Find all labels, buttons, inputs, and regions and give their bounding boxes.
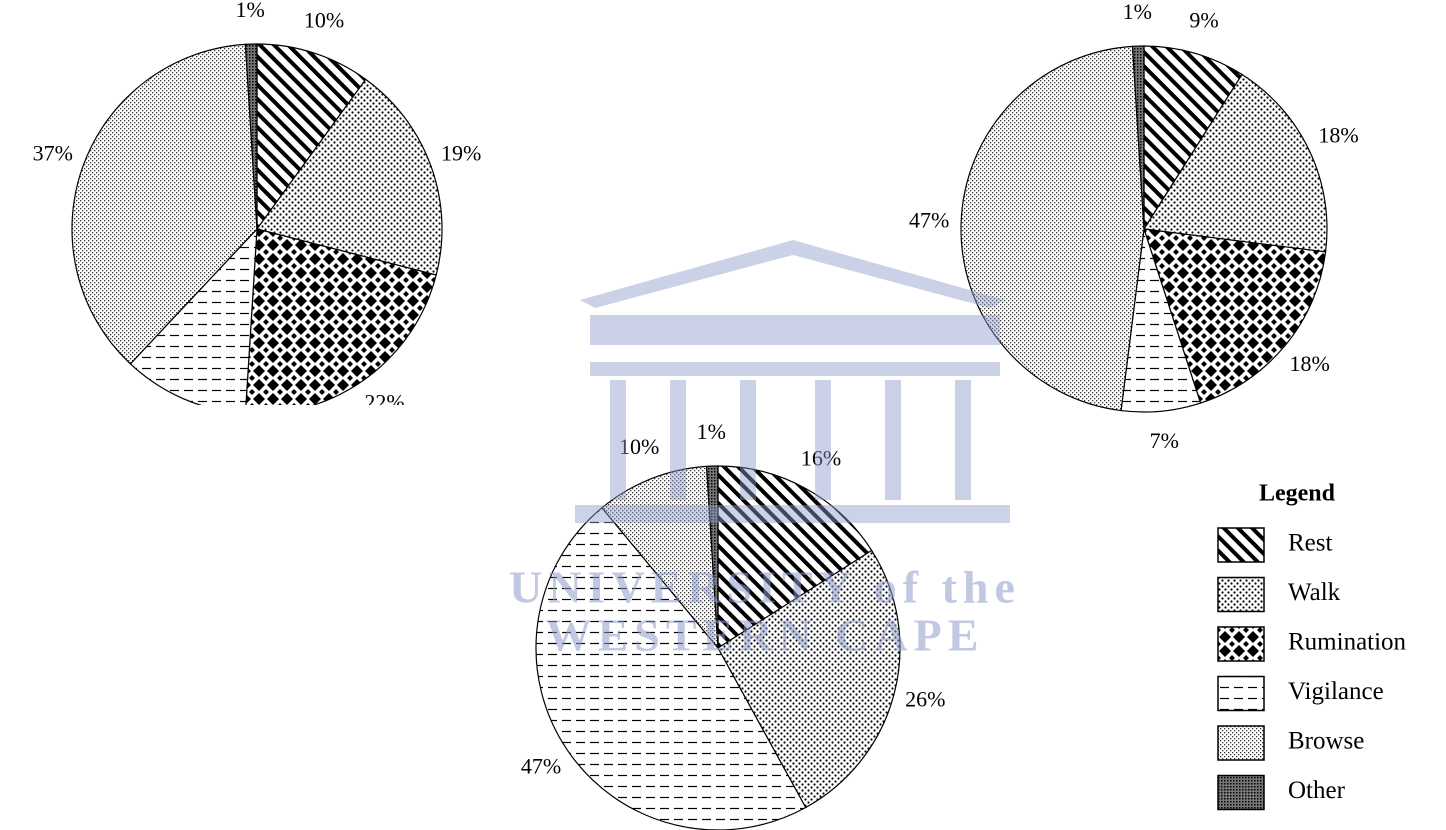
pie-slice bbox=[256, 43, 367, 231]
watermark-text: UNIVERSITY of the bbox=[509, 562, 1021, 613]
pie-slice bbox=[705, 465, 719, 649]
pie: 10% 19% 22% 11% 37% 1% bbox=[33, 0, 481, 438]
slice-label: 9% bbox=[1189, 8, 1218, 33]
legend-swatch bbox=[1217, 626, 1265, 662]
legend-label: Browse bbox=[1288, 728, 1364, 755]
pie-slice bbox=[129, 227, 258, 405]
legend-swatch bbox=[1217, 725, 1265, 761]
legend-swatch bbox=[1217, 774, 1265, 811]
slice-label: 22% bbox=[364, 390, 404, 415]
pie-slice bbox=[1131, 45, 1145, 230]
pie-slice bbox=[1142, 73, 1328, 253]
slice-label: 37% bbox=[33, 141, 73, 166]
pie-slice bbox=[717, 549, 901, 809]
legend-swatch bbox=[1217, 675, 1265, 712]
pie-slice bbox=[960, 45, 1145, 412]
pie-slice bbox=[245, 228, 437, 405]
pie-slice bbox=[244, 43, 258, 230]
slice-label: 1% bbox=[236, 0, 265, 22]
legend-title: Legend bbox=[1259, 481, 1336, 507]
slice-label: 10% bbox=[304, 8, 344, 33]
slice-label: 47% bbox=[521, 753, 561, 778]
slice-label: 16% bbox=[801, 446, 841, 471]
slice-label: 10% bbox=[619, 434, 659, 459]
pie-slice bbox=[535, 506, 807, 830]
slice-label: 1% bbox=[697, 419, 726, 444]
legend-label: Other bbox=[1288, 777, 1346, 804]
pie-slice bbox=[601, 465, 719, 650]
legend-label: Rest bbox=[1288, 530, 1333, 557]
pie-slice bbox=[717, 465, 873, 650]
slice-label: 7% bbox=[1150, 428, 1179, 453]
legend-swatch bbox=[1217, 527, 1265, 563]
pie-slice bbox=[71, 43, 258, 365]
legend-label: Walk bbox=[1288, 579, 1341, 606]
pie-slice bbox=[1143, 228, 1327, 404]
watermark bbox=[575, 240, 1010, 523]
pie: 9% 18% 18% 7% 47% 1% bbox=[909, 0, 1359, 453]
slice-label: 11% bbox=[151, 413, 191, 438]
slice-label: 1% bbox=[1123, 0, 1152, 24]
slice-label: 47% bbox=[909, 207, 949, 232]
watermark-text: WESTERN CAPE bbox=[546, 610, 985, 661]
slice-label: 19% bbox=[441, 141, 481, 166]
slice-label: 18% bbox=[1318, 123, 1358, 148]
legend-label: Rumination bbox=[1288, 629, 1407, 656]
legend-label: Vigilance bbox=[1288, 678, 1384, 705]
slice-label: 18% bbox=[1289, 351, 1329, 376]
slice-label: 26% bbox=[905, 686, 945, 711]
legend-swatch bbox=[1217, 576, 1265, 613]
pie: 16% 26% 47% 10% 1% bbox=[521, 419, 945, 830]
pie-slice bbox=[255, 78, 443, 276]
pie-slice bbox=[1143, 45, 1243, 232]
